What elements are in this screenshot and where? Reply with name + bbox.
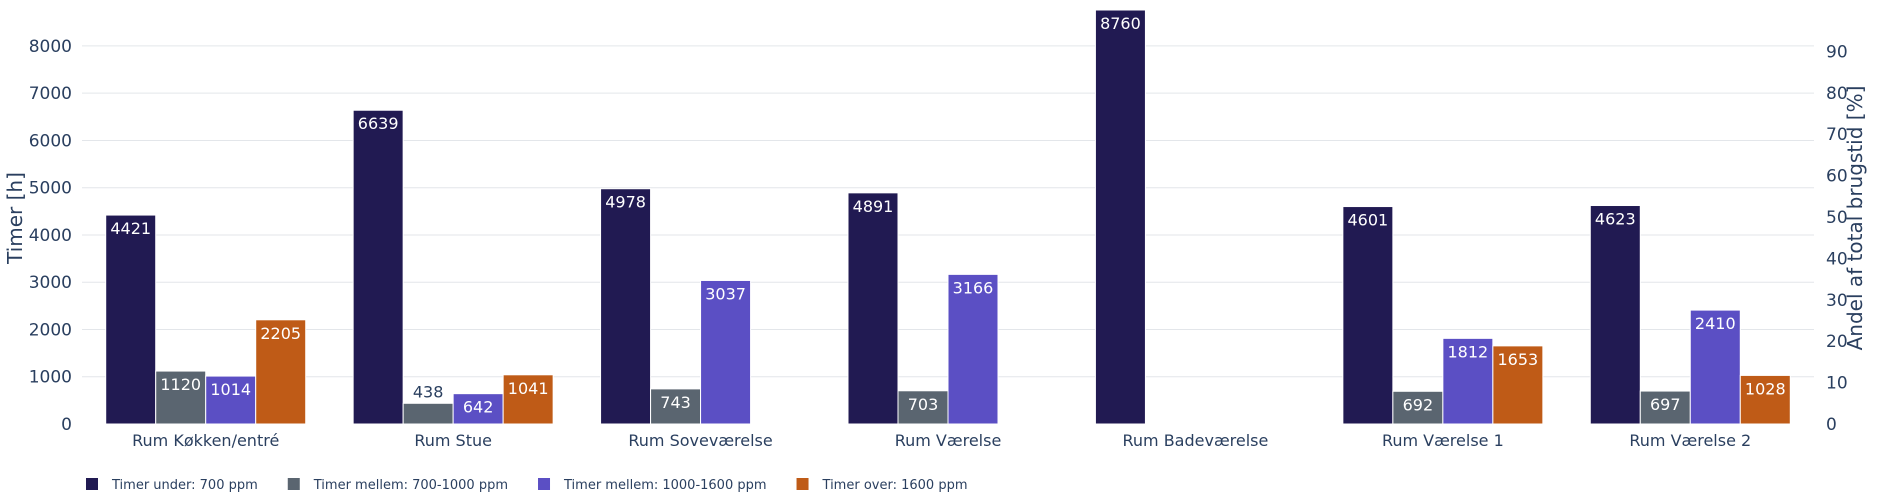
x-category-label: Rum Værelse 1 [1382, 431, 1504, 450]
data-label: 1041 [508, 379, 549, 398]
data-label: 1812 [1447, 342, 1488, 361]
bar [600, 188, 652, 425]
bar [1442, 337, 1494, 425]
bar [1589, 205, 1641, 425]
y-tick-label: 5000 [29, 179, 72, 199]
data-label: 4891 [853, 197, 894, 216]
bar [1392, 390, 1444, 425]
bar [155, 370, 207, 425]
bar [255, 319, 307, 425]
data-label: 4978 [605, 193, 646, 212]
bar [1094, 9, 1146, 425]
x-axis-category-labels: Rum Køkken/entré Rum Stue Rum Soveværelse R… [132, 431, 1751, 450]
bar [402, 402, 454, 425]
data-label: 1014 [210, 380, 251, 399]
bar [502, 374, 554, 425]
data-label: 692 [1403, 395, 1434, 414]
y-axis-title: Timer [h] [3, 172, 27, 265]
legend-swatch [538, 478, 551, 490]
data-label: 4623 [1595, 210, 1636, 229]
bar [1342, 206, 1394, 425]
bar [452, 393, 504, 425]
y-tick-label: 1000 [29, 368, 72, 388]
legend-label: Timer mellem: 700-1000 ppm [313, 478, 508, 493]
y-tick-label: 6000 [29, 131, 72, 151]
legend-swatch [796, 478, 809, 490]
bar [947, 273, 999, 425]
y2-tick-label: 70 [1826, 125, 1848, 145]
bar [700, 279, 752, 425]
legend-swatch [287, 478, 300, 490]
y-tick-label: 3000 [29, 273, 72, 293]
data-label: 1653 [1497, 350, 1538, 369]
data-label: 4421 [110, 219, 151, 238]
y2-axis-title: Andel af total brugstid [%] [1843, 86, 1867, 351]
data-label: 743 [660, 393, 691, 412]
y2-tick-label: 10 [1826, 374, 1848, 394]
data-label: 8760 [1100, 14, 1141, 33]
data-label: 4601 [1347, 211, 1388, 230]
y-axis-ticks: 0 1000 2000 3000 4000 5000 6000 7000 8000 [29, 37, 72, 435]
y-tick-label: 0 [61, 415, 72, 435]
y2-axis-ticks: 0 10 20 30 40 50 60 70 80 90 [1826, 42, 1848, 435]
data-label: 3166 [953, 278, 994, 297]
data-label: 703 [908, 395, 939, 414]
x-category-label: Rum Værelse 2 [1629, 431, 1751, 450]
y2-tick-label: 20 [1826, 332, 1848, 352]
legend-swatch [86, 478, 98, 490]
y2-tick-label: 80 [1826, 84, 1848, 104]
data-label: 3037 [705, 284, 746, 303]
data-labels: 4421 1120 1014 2205 6639 438 642 1041 4978 743 303… [110, 14, 1785, 417]
y2-tick-label: 0 [1826, 415, 1837, 435]
data-label: 642 [463, 398, 494, 417]
data-label: 6639 [358, 114, 399, 133]
x-category-label: Rum Stue [414, 431, 492, 450]
bar [352, 109, 404, 425]
data-label: 1120 [160, 375, 201, 394]
y2-tick-label: 90 [1826, 42, 1848, 62]
y-tick-label: 8000 [29, 37, 72, 57]
data-label: 2205 [260, 324, 301, 343]
x-category-label: Rum Værelse [895, 431, 1002, 450]
bar [1639, 390, 1691, 425]
y-tick-label: 7000 [29, 84, 72, 104]
data-label: 2410 [1695, 314, 1736, 333]
data-label: 1028 [1745, 379, 1786, 398]
bar [1492, 345, 1544, 425]
x-category-label: Rum Badeværelse [1122, 431, 1268, 450]
data-label: 697 [1650, 395, 1681, 414]
y-tick-label: 4000 [29, 226, 72, 246]
legend-label: Timer mellem: 1000-1600 ppm [563, 478, 767, 493]
bar [650, 388, 702, 425]
bar [1689, 309, 1741, 425]
y-tick-label: 2000 [29, 320, 72, 340]
bar [847, 192, 899, 425]
bar [105, 214, 157, 425]
x-category-label: Rum Soveværelse [628, 431, 772, 450]
y2-tick-label: 50 [1826, 208, 1848, 228]
y2-tick-label: 60 [1826, 167, 1848, 187]
legend: Timer under: 700 ppm Timer mellem: 700-10… [86, 478, 967, 493]
bars [105, 9, 1791, 425]
bar [897, 390, 949, 425]
x-category-label: Rum Køkken/entré [132, 431, 279, 450]
legend-label: Timer over: 1600 ppm [822, 478, 968, 493]
y2-tick-label: 40 [1826, 249, 1848, 269]
data-label: 438 [413, 382, 444, 401]
legend-label: Timer under: 700 ppm [111, 478, 258, 493]
bar [1739, 374, 1791, 425]
y2-tick-label: 30 [1826, 291, 1848, 311]
